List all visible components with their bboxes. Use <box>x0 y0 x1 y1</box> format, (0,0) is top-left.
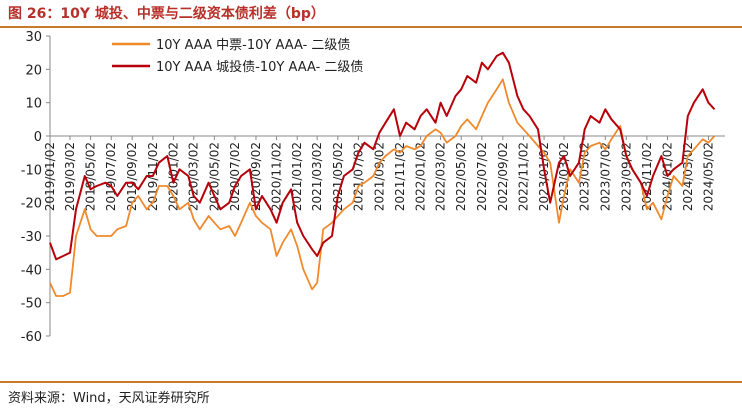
x-tick-label: 2019/03/02 <box>63 142 77 211</box>
x-tick-label: 2021/01/02 <box>290 142 304 211</box>
x-tick-label: 2019/01/02 <box>43 142 57 211</box>
y-tick-label: 10 <box>25 97 42 112</box>
x-tick-label: 2019/07/02 <box>104 142 118 211</box>
y-tick-label: 30 <box>25 30 42 45</box>
legend-label-1: 10Y AAA 中票-10Y AAA- 二级债 <box>156 38 350 53</box>
x-tick-label: 2022/07/02 <box>475 142 489 211</box>
x-tick-label: 2019/05/02 <box>84 142 98 211</box>
x-tick-label: 2023/05/02 <box>578 142 592 211</box>
x-tick-label: 2019/09/02 <box>125 142 139 211</box>
y-tick-label: -60 <box>21 330 42 345</box>
x-tick-label: 2022/03/02 <box>434 142 448 211</box>
series-line-1 <box>49 78 716 297</box>
x-tick-label: 2020/09/02 <box>249 142 263 211</box>
x-tick-label: 2022/09/02 <box>496 142 510 211</box>
y-tick-label: -50 <box>21 297 42 312</box>
x-tick-label: 2021/11/02 <box>393 142 407 211</box>
x-tick-label: 2024/03/02 <box>681 142 695 211</box>
x-tick-label: 2023/07/02 <box>598 142 612 211</box>
x-tick-label: 2020/01/02 <box>166 142 180 211</box>
series-line-2 <box>49 51 716 261</box>
legend: 10Y AAA 中票-10Y AAA- 二级债 10Y AAA 城投债-10Y A… <box>112 38 363 75</box>
y-tick-label: 0 <box>34 130 42 145</box>
y-tick-label: -30 <box>21 230 42 245</box>
x-tick-label: 2022/11/02 <box>516 142 530 211</box>
x-tick-label: 2020/11/02 <box>270 142 284 211</box>
x-tick-label: 2021/03/02 <box>310 142 324 211</box>
x-tick-label: 2023/09/02 <box>619 142 633 211</box>
y-tick-label: -20 <box>21 197 42 212</box>
x-axis: 2019/01/02 2019/03/02 2019/05/02 2019/07/02… <box>43 135 725 211</box>
plot-area <box>49 51 716 297</box>
source-note: 资料来源：Wind，天风证券研究所 <box>8 391 210 406</box>
y-tick-label: -10 <box>21 163 42 178</box>
x-tick-label: 2020/05/02 <box>207 142 221 211</box>
x-tick-label: 2021/09/02 <box>372 142 386 211</box>
y-tick-label: -40 <box>21 263 42 278</box>
y-axis: 30 20 10 0 -10 -20 -30 -40 -50 -60 <box>21 30 51 345</box>
footer-bar: 资料来源：Wind，天风证券研究所 <box>0 381 742 409</box>
chart-title: 图 26：10Y 城投、中票与二级资本债利差（bp） <box>8 6 325 22</box>
x-tick-label: 2021/05/02 <box>331 142 345 211</box>
y-tick-label: 20 <box>25 63 42 78</box>
legend-label-2: 10Y AAA 城投债-10Y AAA- 二级债 <box>156 59 363 75</box>
x-tick-label: 2022/01/02 <box>414 142 428 211</box>
x-tick-label: 2020/03/02 <box>187 142 201 211</box>
x-tick-label: 2022/05/02 <box>454 142 468 211</box>
x-tick-label: 2024/05/02 <box>701 142 715 211</box>
title-bar: 图 26：10Y 城投、中票与二级资本债利差（bp） <box>0 0 742 28</box>
chart-area: 30 20 10 0 -10 -20 -30 -40 -50 -60 2019/01/02 2019… <box>0 26 742 381</box>
